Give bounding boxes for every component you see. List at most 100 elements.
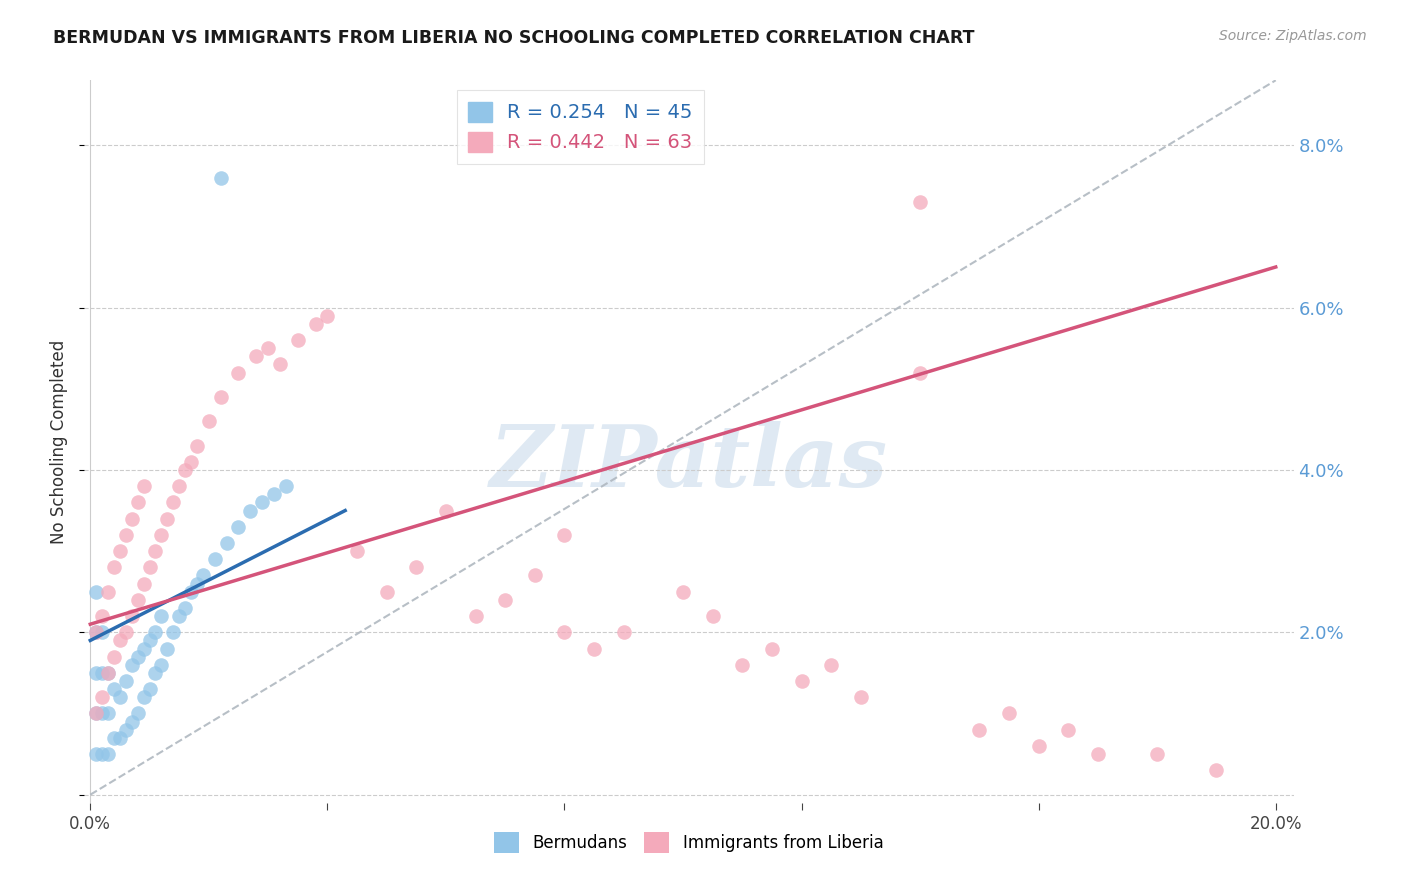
- Point: [103, 649, 125, 664]
- Point: [553, 625, 575, 640]
- Point: [434, 503, 457, 517]
- Point: [150, 528, 173, 542]
- Point: [287, 333, 309, 347]
- Point: [731, 657, 754, 672]
- Point: [228, 366, 250, 380]
- Point: [103, 560, 125, 574]
- Point: [239, 503, 262, 517]
- Point: [121, 609, 143, 624]
- Point: [91, 690, 114, 705]
- Point: [523, 568, 546, 582]
- Point: [274, 479, 297, 493]
- Point: [103, 731, 125, 745]
- Point: [245, 349, 267, 363]
- Point: [969, 723, 991, 737]
- Point: [1087, 747, 1109, 761]
- Point: [405, 560, 427, 574]
- Point: [494, 592, 516, 607]
- Point: [672, 584, 695, 599]
- Y-axis label: No Schooling Completed: No Schooling Completed: [51, 340, 69, 543]
- Point: [156, 511, 179, 525]
- Point: [198, 414, 221, 428]
- Legend: Bermudans, Immigrants from Liberia: Bermudans, Immigrants from Liberia: [488, 826, 890, 860]
- Point: [84, 625, 107, 640]
- Point: [186, 439, 208, 453]
- Point: [1028, 739, 1050, 753]
- Point: [1205, 764, 1227, 778]
- Point: [583, 641, 606, 656]
- Point: [115, 673, 138, 688]
- Point: [790, 673, 813, 688]
- Point: [215, 536, 238, 550]
- Point: [108, 731, 131, 745]
- Point: [150, 609, 173, 624]
- Point: [108, 690, 131, 705]
- Point: [121, 714, 143, 729]
- Point: [84, 706, 107, 721]
- Point: [180, 584, 202, 599]
- Point: [97, 584, 120, 599]
- Point: [167, 609, 190, 624]
- Point: [108, 544, 131, 558]
- Point: [908, 366, 931, 380]
- Point: [180, 455, 202, 469]
- Point: [263, 487, 285, 501]
- Point: [228, 520, 250, 534]
- Point: [269, 358, 291, 372]
- Point: [127, 495, 149, 509]
- Point: [127, 649, 149, 664]
- Point: [346, 544, 368, 558]
- Point: [191, 568, 214, 582]
- Point: [145, 544, 167, 558]
- Point: [553, 528, 575, 542]
- Point: [257, 341, 280, 355]
- Point: [84, 747, 107, 761]
- Point: [1057, 723, 1080, 737]
- Point: [186, 576, 208, 591]
- Text: BERMUDAN VS IMMIGRANTS FROM LIBERIA NO SCHOOLING COMPLETED CORRELATION CHART: BERMUDAN VS IMMIGRANTS FROM LIBERIA NO S…: [53, 29, 974, 46]
- Point: [209, 390, 232, 404]
- Point: [304, 317, 326, 331]
- Point: [132, 576, 155, 591]
- Point: [84, 706, 107, 721]
- Point: [162, 625, 184, 640]
- Point: [132, 479, 155, 493]
- Point: [103, 682, 125, 697]
- Point: [464, 609, 486, 624]
- Point: [91, 625, 114, 640]
- Point: [138, 633, 160, 648]
- Point: [121, 511, 143, 525]
- Point: [91, 665, 114, 680]
- Point: [761, 641, 783, 656]
- Point: [97, 665, 120, 680]
- Point: [167, 479, 190, 493]
- Point: [84, 625, 107, 640]
- Point: [174, 463, 197, 477]
- Point: [91, 609, 114, 624]
- Point: [91, 706, 114, 721]
- Point: [174, 601, 197, 615]
- Point: [150, 657, 173, 672]
- Point: [138, 560, 160, 574]
- Point: [115, 723, 138, 737]
- Point: [84, 665, 107, 680]
- Point: [145, 665, 167, 680]
- Point: [97, 665, 120, 680]
- Point: [1146, 747, 1168, 761]
- Point: [316, 309, 339, 323]
- Text: Source: ZipAtlas.com: Source: ZipAtlas.com: [1219, 29, 1367, 43]
- Point: [127, 706, 149, 721]
- Point: [849, 690, 872, 705]
- Point: [375, 584, 398, 599]
- Text: ZIPatlas: ZIPatlas: [489, 421, 889, 505]
- Point: [97, 706, 120, 721]
- Point: [145, 625, 167, 640]
- Point: [209, 170, 232, 185]
- Point: [702, 609, 724, 624]
- Point: [908, 195, 931, 210]
- Point: [115, 625, 138, 640]
- Point: [162, 495, 184, 509]
- Point: [132, 690, 155, 705]
- Point: [613, 625, 636, 640]
- Point: [132, 641, 155, 656]
